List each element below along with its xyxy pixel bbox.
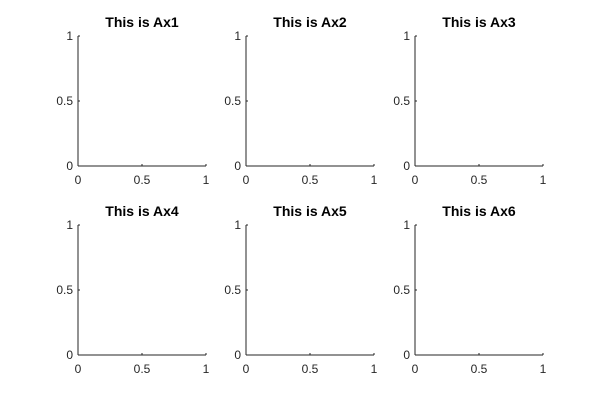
x-tick-label: 0.5 [471, 173, 488, 187]
x-tick-label: 1 [203, 173, 210, 187]
x-tick-label: 0 [412, 362, 419, 376]
x-tick-label: 1 [371, 362, 378, 376]
x-tick-label: 1 [540, 173, 547, 187]
x-tick-label: 0.5 [302, 173, 319, 187]
x-tick-label: 1 [371, 173, 378, 187]
axes-title: This is Ax6 [442, 203, 516, 219]
x-tick-label: 0.5 [302, 362, 319, 376]
x-tick-label: 0 [75, 362, 82, 376]
axes-title: This is Ax5 [273, 203, 347, 219]
y-tick-label: 0 [403, 348, 410, 362]
axes-title: This is Ax2 [273, 14, 347, 30]
y-tick-label: 0 [403, 159, 410, 173]
y-tick-label: 0.5 [393, 94, 410, 108]
y-tick-label: 1 [66, 29, 73, 43]
y-tick-label: 0.5 [56, 283, 73, 297]
y-tick-label: 0.5 [224, 94, 241, 108]
y-tick-label: 0 [66, 159, 73, 173]
x-tick-label: 0.5 [471, 362, 488, 376]
x-tick-label: 0.5 [134, 362, 151, 376]
y-tick-label: 1 [403, 218, 410, 232]
x-tick-label: 1 [540, 362, 547, 376]
y-tick-label: 0 [66, 348, 73, 362]
y-tick-label: 1 [234, 218, 241, 232]
x-tick-label: 0.5 [134, 173, 151, 187]
x-tick-label: 0 [412, 173, 419, 187]
y-tick-label: 1 [234, 29, 241, 43]
x-tick-label: 0 [243, 173, 250, 187]
y-tick-label: 0.5 [56, 94, 73, 108]
x-tick-label: 1 [203, 362, 210, 376]
x-tick-label: 0 [243, 362, 250, 376]
x-tick-label: 0 [75, 173, 82, 187]
y-tick-label: 1 [66, 218, 73, 232]
y-tick-label: 0 [234, 348, 241, 362]
axes-title: This is Ax4 [105, 203, 179, 219]
axes-title: This is Ax1 [105, 14, 179, 30]
y-tick-label: 0.5 [393, 283, 410, 297]
axes-title: This is Ax3 [442, 14, 516, 30]
y-tick-label: 1 [403, 29, 410, 43]
y-tick-label: 0.5 [224, 283, 241, 297]
y-tick-label: 0 [234, 159, 241, 173]
